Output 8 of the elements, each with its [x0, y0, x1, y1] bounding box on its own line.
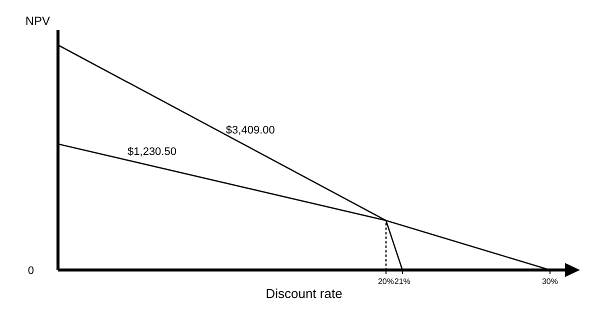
x-axis-title: Discount rate [266, 286, 342, 301]
text: 0 [28, 265, 34, 277]
y-axis-title: NPV [25, 14, 50, 28]
x-tick-label: 20% [378, 277, 394, 286]
series-label: $1,230.50 [128, 146, 176, 158]
x-tick-label: 30% [542, 277, 558, 286]
series-label: $3,409.00 [226, 124, 275, 137]
x-tick-label: 21% [394, 277, 410, 286]
